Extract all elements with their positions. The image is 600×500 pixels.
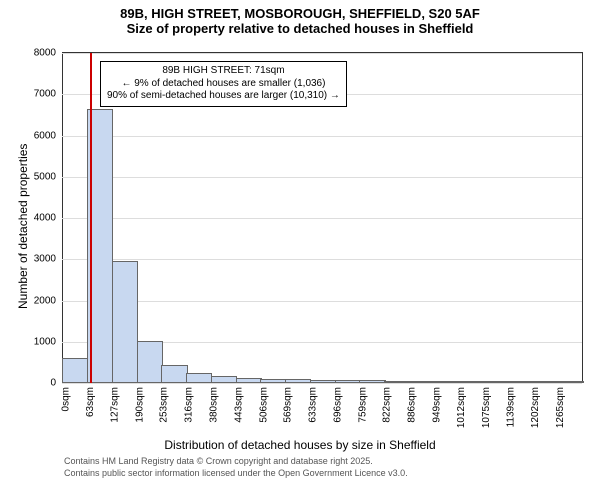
x-tick-label: 1202sqm — [530, 387, 541, 428]
gridline-h — [62, 301, 582, 302]
annot-line-3: 90% of semi-detached houses are larger (… — [107, 90, 340, 103]
x-tick-label: 316sqm — [184, 387, 195, 423]
x-tick-label: 886sqm — [407, 387, 418, 423]
footer-line-1: Contains HM Land Registry data © Crown c… — [64, 456, 373, 466]
x-tick-label: 1139sqm — [506, 387, 517, 427]
x-tick-label: 949sqm — [431, 387, 442, 423]
histogram-bar — [483, 381, 509, 383]
histogram-bar — [62, 358, 88, 383]
x-tick-label: 443sqm — [233, 387, 244, 423]
x-tick-label: 0sqm — [60, 387, 71, 411]
x-tick-label: 759sqm — [357, 387, 368, 423]
histogram-bar — [236, 378, 262, 383]
histogram-bar — [112, 261, 138, 383]
x-tick-label: 506sqm — [258, 387, 269, 423]
y-tick-label: 7000 — [34, 89, 56, 100]
x-tick-label: 253sqm — [159, 387, 170, 423]
x-axis-label: Distribution of detached houses by size … — [0, 438, 600, 452]
chart-container: 89B, HIGH STREET, MOSBOROUGH, SHEFFIELD,… — [0, 0, 600, 500]
gridline-h — [62, 177, 582, 178]
histogram-bar — [384, 381, 410, 383]
histogram-bar — [533, 381, 559, 383]
gridline-h — [62, 53, 582, 54]
plot-area: 0100020003000400050006000700080000sqm63s… — [62, 52, 583, 383]
histogram-bar — [161, 365, 187, 383]
y-tick-label: 1000 — [34, 336, 56, 347]
y-tick-label: 3000 — [34, 254, 56, 265]
gridline-h — [62, 259, 582, 260]
histogram-bar — [434, 381, 460, 383]
histogram-bar — [359, 380, 385, 383]
x-tick-label: 1012sqm — [456, 387, 467, 428]
y-tick-label: 6000 — [34, 130, 56, 141]
footer-line-2: Contains public sector information licen… — [64, 468, 408, 478]
gridline-h — [62, 136, 582, 137]
histogram-bar — [310, 380, 336, 383]
histogram-bar — [557, 381, 583, 383]
gridline-h — [62, 218, 582, 219]
annot-line-2: ← 9% of detached houses are smaller (1,0… — [107, 78, 340, 91]
x-tick-label: 822sqm — [382, 387, 393, 423]
x-tick-label: 569sqm — [283, 387, 294, 423]
x-tick-label: 696sqm — [332, 387, 343, 423]
property-marker-line — [90, 53, 92, 383]
x-tick-label: 380sqm — [209, 387, 220, 423]
x-tick-label: 1265sqm — [555, 387, 566, 428]
histogram-bar — [285, 379, 311, 383]
y-tick-label: 5000 — [34, 171, 56, 182]
histogram-bar — [458, 381, 484, 383]
chart-title-main: 89B, HIGH STREET, MOSBOROUGH, SHEFFIELD,… — [0, 0, 600, 21]
x-tick-label: 127sqm — [110, 387, 121, 423]
x-tick-label: 1075sqm — [481, 387, 492, 428]
y-tick-label: 2000 — [34, 295, 56, 306]
y-tick-label: 8000 — [34, 48, 56, 59]
y-tick-label: 4000 — [34, 213, 56, 224]
histogram-bar — [409, 381, 435, 383]
x-tick-label: 63sqm — [85, 387, 96, 417]
histogram-bar — [186, 373, 212, 383]
histogram-bar — [260, 379, 286, 383]
annot-line-1: 89B HIGH STREET: 71sqm — [107, 65, 340, 78]
chart-title-sub: Size of property relative to detached ho… — [0, 21, 600, 36]
x-tick-label: 190sqm — [134, 387, 145, 423]
histogram-bar — [211, 376, 237, 383]
y-axis-label: Number of detached properties — [16, 144, 30, 309]
x-tick-label: 633sqm — [308, 387, 319, 423]
annotation-box: 89B HIGH STREET: 71sqm← 9% of detached h… — [100, 61, 347, 107]
y-tick-label: 0 — [50, 378, 56, 389]
gridline-h — [62, 383, 582, 384]
histogram-bar — [137, 341, 163, 383]
histogram-bar — [335, 380, 361, 383]
histogram-bar — [508, 381, 534, 383]
